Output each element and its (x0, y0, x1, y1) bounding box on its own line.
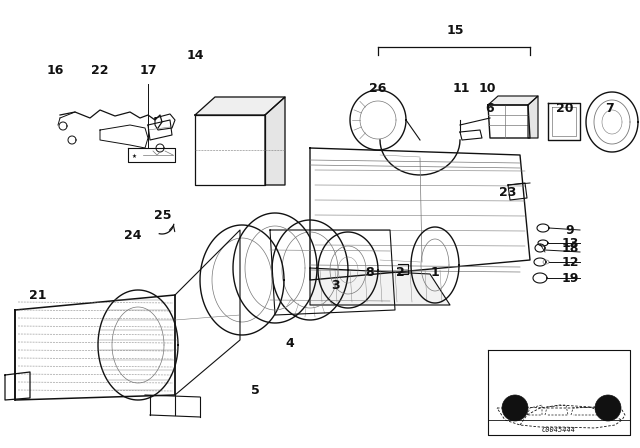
Text: C0045444: C0045444 (542, 427, 576, 433)
Text: ★: ★ (132, 154, 137, 159)
Text: 15: 15 (446, 23, 464, 36)
Text: 23: 23 (499, 185, 516, 198)
Text: 11: 11 (452, 82, 470, 95)
Text: 4: 4 (285, 336, 294, 349)
Text: 24: 24 (124, 228, 141, 241)
Text: 16: 16 (46, 64, 64, 77)
Text: 10: 10 (478, 82, 496, 95)
Text: 3: 3 (331, 279, 339, 292)
Polygon shape (265, 97, 285, 185)
Circle shape (507, 400, 523, 416)
Polygon shape (528, 96, 538, 138)
Circle shape (595, 395, 621, 421)
Text: 17: 17 (140, 64, 157, 77)
Text: 1: 1 (431, 266, 440, 279)
Text: 8: 8 (365, 266, 374, 279)
Text: 18: 18 (561, 241, 579, 254)
Text: 20: 20 (556, 102, 573, 115)
Text: 6: 6 (486, 102, 494, 115)
Text: 12: 12 (561, 255, 579, 268)
Text: 19: 19 (561, 271, 579, 284)
Text: 26: 26 (369, 82, 387, 95)
Polygon shape (195, 97, 285, 115)
Polygon shape (310, 268, 450, 305)
Text: 14: 14 (186, 48, 204, 61)
Text: 2: 2 (396, 266, 404, 279)
Circle shape (502, 395, 528, 421)
Text: 13: 13 (561, 237, 579, 250)
Text: 7: 7 (605, 102, 614, 115)
Text: 5: 5 (251, 383, 259, 396)
Text: 22: 22 (92, 64, 109, 77)
Text: 21: 21 (29, 289, 47, 302)
Text: 25: 25 (154, 208, 172, 221)
Polygon shape (488, 96, 538, 105)
Text: 9: 9 (566, 224, 574, 237)
